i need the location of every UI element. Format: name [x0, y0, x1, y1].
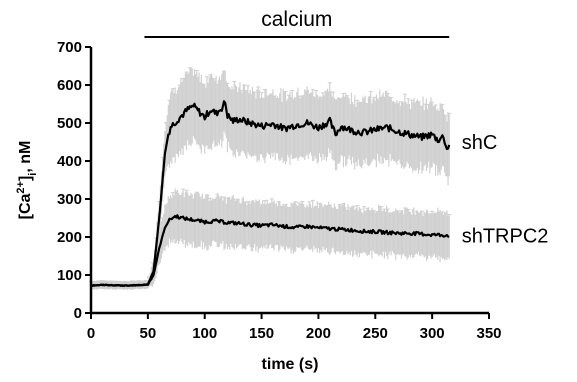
x-tick-label-200: 200	[306, 325, 331, 342]
y-axis-title: [Ca2+]i, nM	[15, 141, 39, 220]
series-lines-layer	[90, 100, 451, 287]
series-label-shtrpc2: shTRPC2	[462, 225, 549, 247]
y-tick-label-300: 300	[57, 191, 82, 208]
y-tick-label-700: 700	[57, 39, 82, 56]
calcium-annotation-label: calcium	[261, 8, 332, 31]
x-tick-label-100: 100	[192, 325, 217, 342]
x-tick-label-300: 300	[420, 325, 445, 342]
series-line-shc	[90, 100, 451, 287]
y-title-close: ]	[17, 176, 34, 181]
x-tick-label-250: 250	[363, 325, 388, 342]
axes-layer	[89, 47, 489, 315]
x-tick-label-350: 350	[476, 325, 501, 342]
error-bars-layer	[89, 67, 452, 291]
y-tick-label-0: 0	[74, 305, 82, 322]
series-line-shtrpc2	[90, 214, 450, 287]
y-tick-label-100: 100	[57, 267, 82, 284]
y-tick-label-200: 200	[57, 229, 82, 246]
y-tick-label-400: 400	[57, 153, 82, 170]
x-tick-label-0: 0	[87, 325, 95, 342]
y-title-sub: i	[27, 173, 39, 176]
series-label-shc: shC	[462, 132, 498, 154]
x-tick-label-150: 150	[249, 325, 274, 342]
y-title-open: [Ca	[17, 193, 34, 219]
x-axis-title: time (s)	[262, 356, 319, 373]
y-title-unit: , nM	[17, 141, 34, 173]
y-title-sup: 2+	[15, 181, 27, 194]
x-tick-label-50: 50	[140, 325, 157, 342]
ticks-layer: 0 50 100 150 200 250 300 350 0 100 200 300 400 500 600…	[57, 39, 502, 342]
y-tick-label-600: 600	[57, 77, 82, 94]
y-tick-label-500: 500	[57, 115, 82, 132]
